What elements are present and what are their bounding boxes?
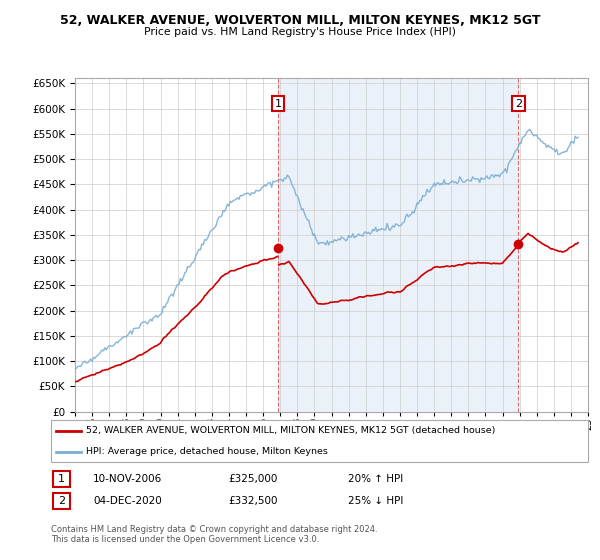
Text: 2: 2 [515, 99, 522, 109]
Text: 52, WALKER AVENUE, WOLVERTON MILL, MILTON KEYNES, MK12 5GT (detached house): 52, WALKER AVENUE, WOLVERTON MILL, MILTO… [86, 426, 495, 435]
Text: Contains HM Land Registry data © Crown copyright and database right 2024.
This d: Contains HM Land Registry data © Crown c… [51, 525, 377, 544]
Text: 52, WALKER AVENUE, WOLVERTON MILL, MILTON KEYNES, MK12 5GT: 52, WALKER AVENUE, WOLVERTON MILL, MILTO… [60, 14, 540, 27]
FancyBboxPatch shape [51, 420, 588, 462]
FancyBboxPatch shape [53, 493, 70, 509]
Text: 1: 1 [274, 99, 281, 109]
Text: Price paid vs. HM Land Registry's House Price Index (HPI): Price paid vs. HM Land Registry's House … [144, 27, 456, 37]
Text: 1: 1 [58, 474, 65, 484]
Text: 2: 2 [58, 496, 65, 506]
FancyBboxPatch shape [53, 471, 70, 487]
Text: HPI: Average price, detached house, Milton Keynes: HPI: Average price, detached house, Milt… [86, 447, 328, 456]
Text: 04-DEC-2020: 04-DEC-2020 [93, 496, 162, 506]
Text: £325,000: £325,000 [228, 474, 277, 484]
Text: 10-NOV-2006: 10-NOV-2006 [93, 474, 162, 484]
Text: 25% ↓ HPI: 25% ↓ HPI [348, 496, 403, 506]
Bar [278, 78, 518, 412]
Text: 20% ↑ HPI: 20% ↑ HPI [348, 474, 403, 484]
Text: £332,500: £332,500 [228, 496, 277, 506]
